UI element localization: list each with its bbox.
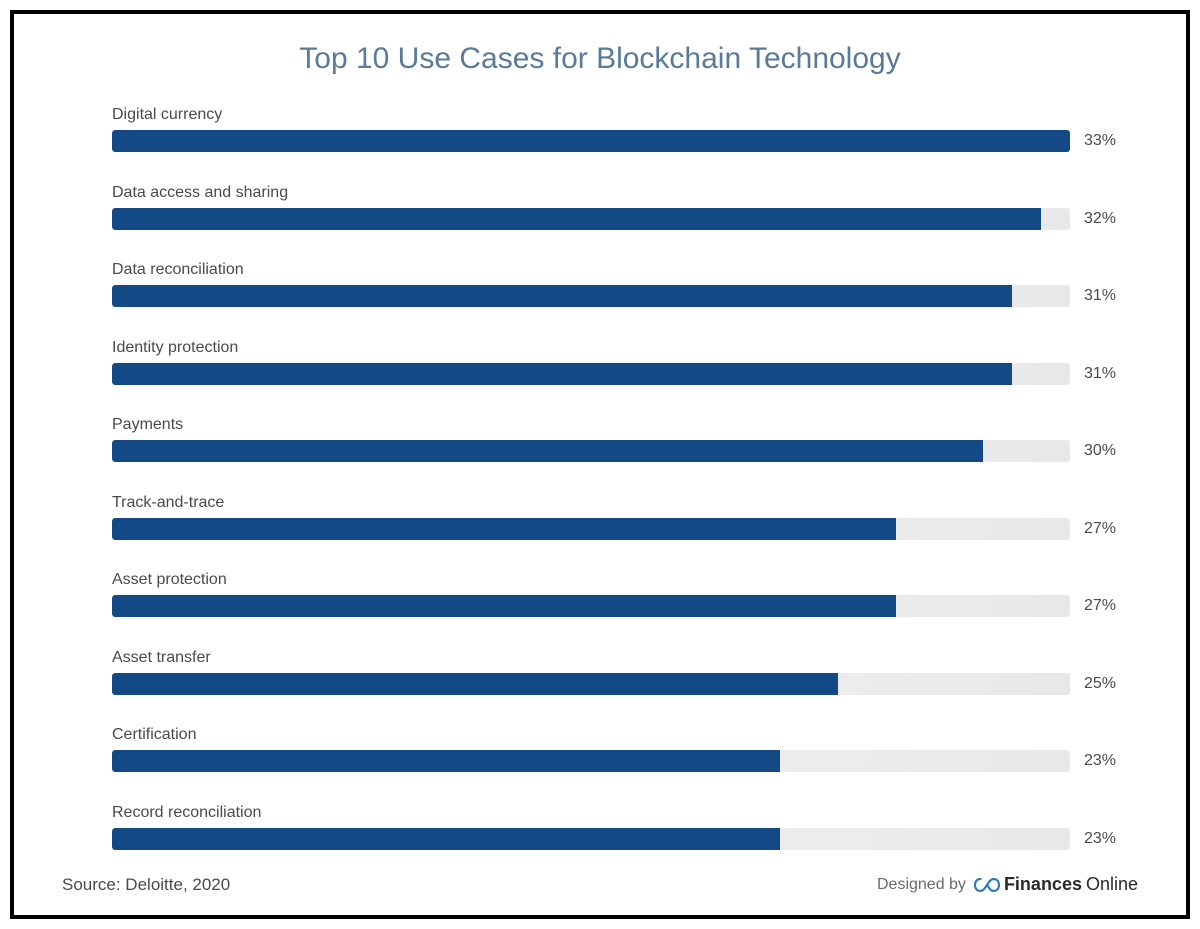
bar-line: 32%: [112, 208, 1126, 230]
bar-line: 27%: [112, 518, 1126, 540]
chart-body: Digital currency 33% Data access and shari…: [62, 106, 1138, 850]
bar-label: Track-and-trace: [112, 494, 1126, 512]
bar-row: Asset transfer 25%: [112, 649, 1126, 695]
bar-track: [112, 285, 1070, 307]
bar-value: 30%: [1084, 442, 1126, 460]
bar-line: 30%: [112, 440, 1126, 462]
bar-track: [112, 595, 1070, 617]
bar-row: Asset protection 27%: [112, 571, 1126, 617]
source-text: Source: Deloitte, 2020: [62, 875, 230, 895]
bar-track: [112, 673, 1070, 695]
bar-line: 23%: [112, 750, 1126, 772]
bar-label: Payments: [112, 416, 1126, 434]
bar-line: 25%: [112, 673, 1126, 695]
financesonline-logo: FinancesOnline: [974, 874, 1138, 895]
bar-row: Payments 30%: [112, 416, 1126, 462]
chart-footer: Source: Deloitte, 2020 Designed by Finan…: [62, 874, 1138, 895]
brand-light: Online: [1086, 874, 1138, 895]
bar-row: Track-and-trace 27%: [112, 494, 1126, 540]
bar-track: [112, 750, 1070, 772]
bar-value: 27%: [1084, 520, 1126, 538]
bar-row: Identity protection 31%: [112, 339, 1126, 385]
bar-track: [112, 363, 1070, 385]
bar-fill: [112, 285, 1012, 307]
bar-value: 23%: [1084, 752, 1126, 770]
bar-fill: [112, 518, 896, 540]
designed-by: Designed by FinancesOnline: [877, 874, 1138, 895]
chart-title: Top 10 Use Cases for Blockchain Technolo…: [62, 42, 1138, 76]
bar-row: Certification 23%: [112, 726, 1126, 772]
bar-fill: [112, 208, 1041, 230]
brand-strong: Finances: [1004, 874, 1082, 895]
bar-row: Data access and sharing 32%: [112, 184, 1126, 230]
bar-value: 23%: [1084, 830, 1126, 848]
bar-track: [112, 828, 1070, 850]
bar-fill: [112, 440, 983, 462]
bar-label: Asset transfer: [112, 649, 1126, 667]
bar-fill: [112, 130, 1070, 152]
bar-track: [112, 440, 1070, 462]
bar-label: Certification: [112, 726, 1126, 744]
bar-value: 33%: [1084, 132, 1126, 150]
bar-track: [112, 130, 1070, 152]
designed-by-label: Designed by: [877, 876, 966, 894]
bar-line: 31%: [112, 363, 1126, 385]
bar-label: Record reconciliation: [112, 804, 1126, 822]
bar-line: 33%: [112, 130, 1126, 152]
bar-label: Digital currency: [112, 106, 1126, 124]
bar-label: Asset protection: [112, 571, 1126, 589]
infinity-icon: [974, 876, 1000, 894]
bar-track: [112, 208, 1070, 230]
bar-line: 31%: [112, 285, 1126, 307]
bar-line: 27%: [112, 595, 1126, 617]
bar-line: 23%: [112, 828, 1126, 850]
bar-row: Record reconciliation 23%: [112, 804, 1126, 850]
bar-fill: [112, 828, 780, 850]
bar-label: Data access and sharing: [112, 184, 1126, 202]
chart-frame: Top 10 Use Cases for Blockchain Technolo…: [10, 10, 1190, 919]
bar-fill: [112, 363, 1012, 385]
bar-value: 31%: [1084, 365, 1126, 383]
bar-row: Data reconciliation 31%: [112, 261, 1126, 307]
bar-fill: [112, 595, 896, 617]
bar-fill: [112, 750, 780, 772]
infinity-path: [975, 879, 999, 891]
bar-value: 32%: [1084, 210, 1126, 228]
bar-row: Digital currency 33%: [112, 106, 1126, 152]
bar-value: 27%: [1084, 597, 1126, 615]
bar-label: Identity protection: [112, 339, 1126, 357]
bar-track: [112, 518, 1070, 540]
bar-fill: [112, 673, 838, 695]
bar-value: 31%: [1084, 287, 1126, 305]
bar-label: Data reconciliation: [112, 261, 1126, 279]
bar-value: 25%: [1084, 675, 1126, 693]
